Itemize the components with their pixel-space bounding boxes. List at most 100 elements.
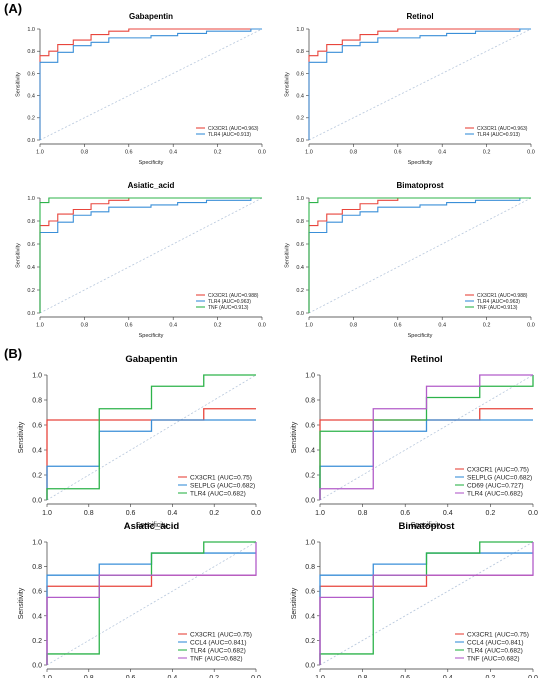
legend-entry: TLR4 (AUC=0.682) <box>467 647 523 654</box>
x-tick-label: 0.6 <box>125 323 133 329</box>
y-tick-label: 0.0 <box>305 662 315 669</box>
chart-title: Gabapentin <box>125 354 177 365</box>
legend: CX3CR1 (AUC=0.963)TLR4 (AUC=0.913) <box>465 126 528 138</box>
y-tick-label: 1.0 <box>32 372 42 379</box>
y-axis-label: Sensitivity <box>291 587 298 619</box>
y-tick-label: 0.4 <box>296 94 304 100</box>
chart-title: Asiatic_acid <box>124 521 180 532</box>
legend: CX3CR1 (AUC=0.75)SELPLG (AUC=0.682)TLR4 … <box>178 474 255 497</box>
roc-chart-2: Retinol 0.0 0.2 0.4 0.6 0.8 1.0 1.0 0.8 0.6 0.4 0.2… <box>285 12 535 166</box>
legend: CX3CR1 (AUC=0.988)TLR4 (AUC=0.963)TNF (A… <box>465 293 528 311</box>
diagonal-reference-line <box>319 541 534 666</box>
x-tick-label: 1.0 <box>305 323 313 329</box>
y-tick-label: 1.0 <box>305 539 315 546</box>
legend-entry: TLR4 (AUC=0.913) <box>477 132 520 138</box>
y-tick-label: 1.0 <box>27 27 35 33</box>
x-tick-label: 0.2 <box>486 675 496 678</box>
legend-entry: CX3CR1 (AUC=0.75) <box>467 466 529 473</box>
x-tick-label: 0.2 <box>209 510 219 517</box>
x-axis-label: Specificity <box>136 522 168 529</box>
y-tick-label: 0.4 <box>32 613 42 620</box>
legend-entry: CCL4 (AUC=0.841) <box>467 639 524 646</box>
y-tick-label: 0.6 <box>305 589 315 596</box>
y-tick-label: 0.6 <box>27 242 35 248</box>
chart-title: Bimatoprost <box>396 181 443 190</box>
x-tick-label: 0.4 <box>438 150 446 156</box>
y-tick-label: 0.8 <box>296 219 304 225</box>
diagonal-reference-line <box>46 374 257 501</box>
roc-curve-series-1 <box>39 197 262 313</box>
y-tick-label: 0.4 <box>305 447 315 454</box>
roc-chart-8: Bimatoprost 0.0 0.2 0.4 0.6 0.8 1.0 1.0 0.8 0.6 0.… <box>291 521 538 678</box>
y-tick-label: 0.8 <box>305 564 315 571</box>
x-tick-label: 0.8 <box>350 150 358 156</box>
roc-curve-series-4 <box>319 374 533 500</box>
section-label-a: (A) <box>4 1 22 16</box>
roc-chart-7: Asiatic_acid 0.0 0.2 0.4 0.6 0.8 1.0 1.0 0.8 0.6 0… <box>18 521 261 678</box>
legend-entry: TLR4 (AUC=0.963) <box>477 299 520 305</box>
y-tick-label: 0.0 <box>296 138 304 144</box>
x-tick-label: 0.8 <box>81 323 89 329</box>
x-tick-label: 0.0 <box>258 150 266 156</box>
y-tick-label: 0.6 <box>296 71 304 77</box>
y-axis-label: Sensitivity <box>291 421 298 453</box>
legend-entry: TLR4 (AUC=0.682) <box>467 490 523 497</box>
y-tick-label: 0.6 <box>305 422 315 429</box>
chart-title: Gabapentin <box>129 12 173 21</box>
section-label-b: (B) <box>4 346 22 361</box>
x-axis-label: Specificity <box>139 333 164 339</box>
legend: CX3CR1 (AUC=0.963)TLR4 (AUC=0.913) <box>196 126 259 138</box>
x-tick-label: 0.2 <box>483 150 491 156</box>
x-tick-label: 1.0 <box>315 675 325 678</box>
x-tick-label: 1.0 <box>42 675 52 678</box>
x-tick-label: 0.8 <box>358 510 368 517</box>
x-tick-label: 0.8 <box>350 323 358 329</box>
y-axis-label: Sensitivity <box>16 243 22 268</box>
legend-entry: TLR4 (AUC=0.913) <box>208 132 251 138</box>
y-tick-label: 0.8 <box>305 397 315 404</box>
y-tick-label: 0.4 <box>305 613 315 620</box>
legend-entry: TNF (AUC=0.682) <box>190 655 243 662</box>
legend-entry: CX3CR1 (AUC=0.963) <box>208 126 259 132</box>
diagonal-reference-line <box>308 28 532 141</box>
roc-curve-series-1 <box>308 28 531 140</box>
x-tick-label: 0.0 <box>528 675 538 678</box>
x-tick-label: 0.4 <box>168 675 178 678</box>
x-axis-label: Specificity <box>408 160 433 166</box>
y-tick-label: 1.0 <box>296 27 304 33</box>
chart-title: Retinol <box>410 354 442 365</box>
legend-entry: TLR4 (AUC=0.682) <box>190 647 246 654</box>
x-tick-label: 1.0 <box>305 150 313 156</box>
x-tick-label: 1.0 <box>36 323 44 329</box>
y-axis-label: Sensitivity <box>18 587 25 619</box>
x-tick-label: 0.6 <box>394 323 402 329</box>
roc-curve-series-2 <box>308 197 531 313</box>
roc-chart-3: Asiatic_acid 0.0 0.2 0.4 0.6 0.8 1.0 1.0 0.8 0.6 0… <box>16 181 266 339</box>
x-tick-label: 0.8 <box>358 675 368 678</box>
y-axis-label: Sensitivity <box>285 243 291 268</box>
roc-chart-6: Retinol 0.0 0.2 0.4 0.6 0.8 1.0 1.0 0.8 0.6 0.4 0.2… <box>291 354 538 529</box>
x-tick-label: 0.2 <box>209 675 219 678</box>
x-tick-label: 0.0 <box>527 323 535 329</box>
roc-chart-4: Bimatoprost 0.0 0.2 0.4 0.6 0.8 1.0 1.0 0.8 0.6 0.… <box>285 181 535 339</box>
legend-entry: CX3CR1 (AUC=0.75) <box>190 474 252 481</box>
x-axis-label: Specificity <box>408 333 433 339</box>
diagonal-reference-line <box>39 28 263 141</box>
y-tick-label: 1.0 <box>296 196 304 202</box>
roc-curve-series-2 <box>308 28 531 140</box>
y-tick-label: 0.8 <box>27 49 35 55</box>
legend-entry: CX3CR1 (AUC=0.988) <box>477 293 528 299</box>
chart-title: Bimatoprost <box>399 521 456 532</box>
y-tick-label: 0.0 <box>27 311 35 317</box>
roc-curve-series-1 <box>39 28 262 140</box>
y-tick-label: 0.2 <box>296 288 304 294</box>
legend-entry: TLR4 (AUC=0.682) <box>190 490 246 497</box>
chart-title: Retinol <box>406 12 433 21</box>
diagonal-reference-line <box>46 541 257 666</box>
y-tick-label: 0.4 <box>27 94 35 100</box>
roc-curve-series-3 <box>308 197 531 313</box>
x-tick-label: 0.4 <box>438 323 446 329</box>
y-tick-label: 0.2 <box>32 472 42 479</box>
roc-curve-series-4 <box>319 542 534 665</box>
roc-curve-series-1 <box>308 197 531 313</box>
